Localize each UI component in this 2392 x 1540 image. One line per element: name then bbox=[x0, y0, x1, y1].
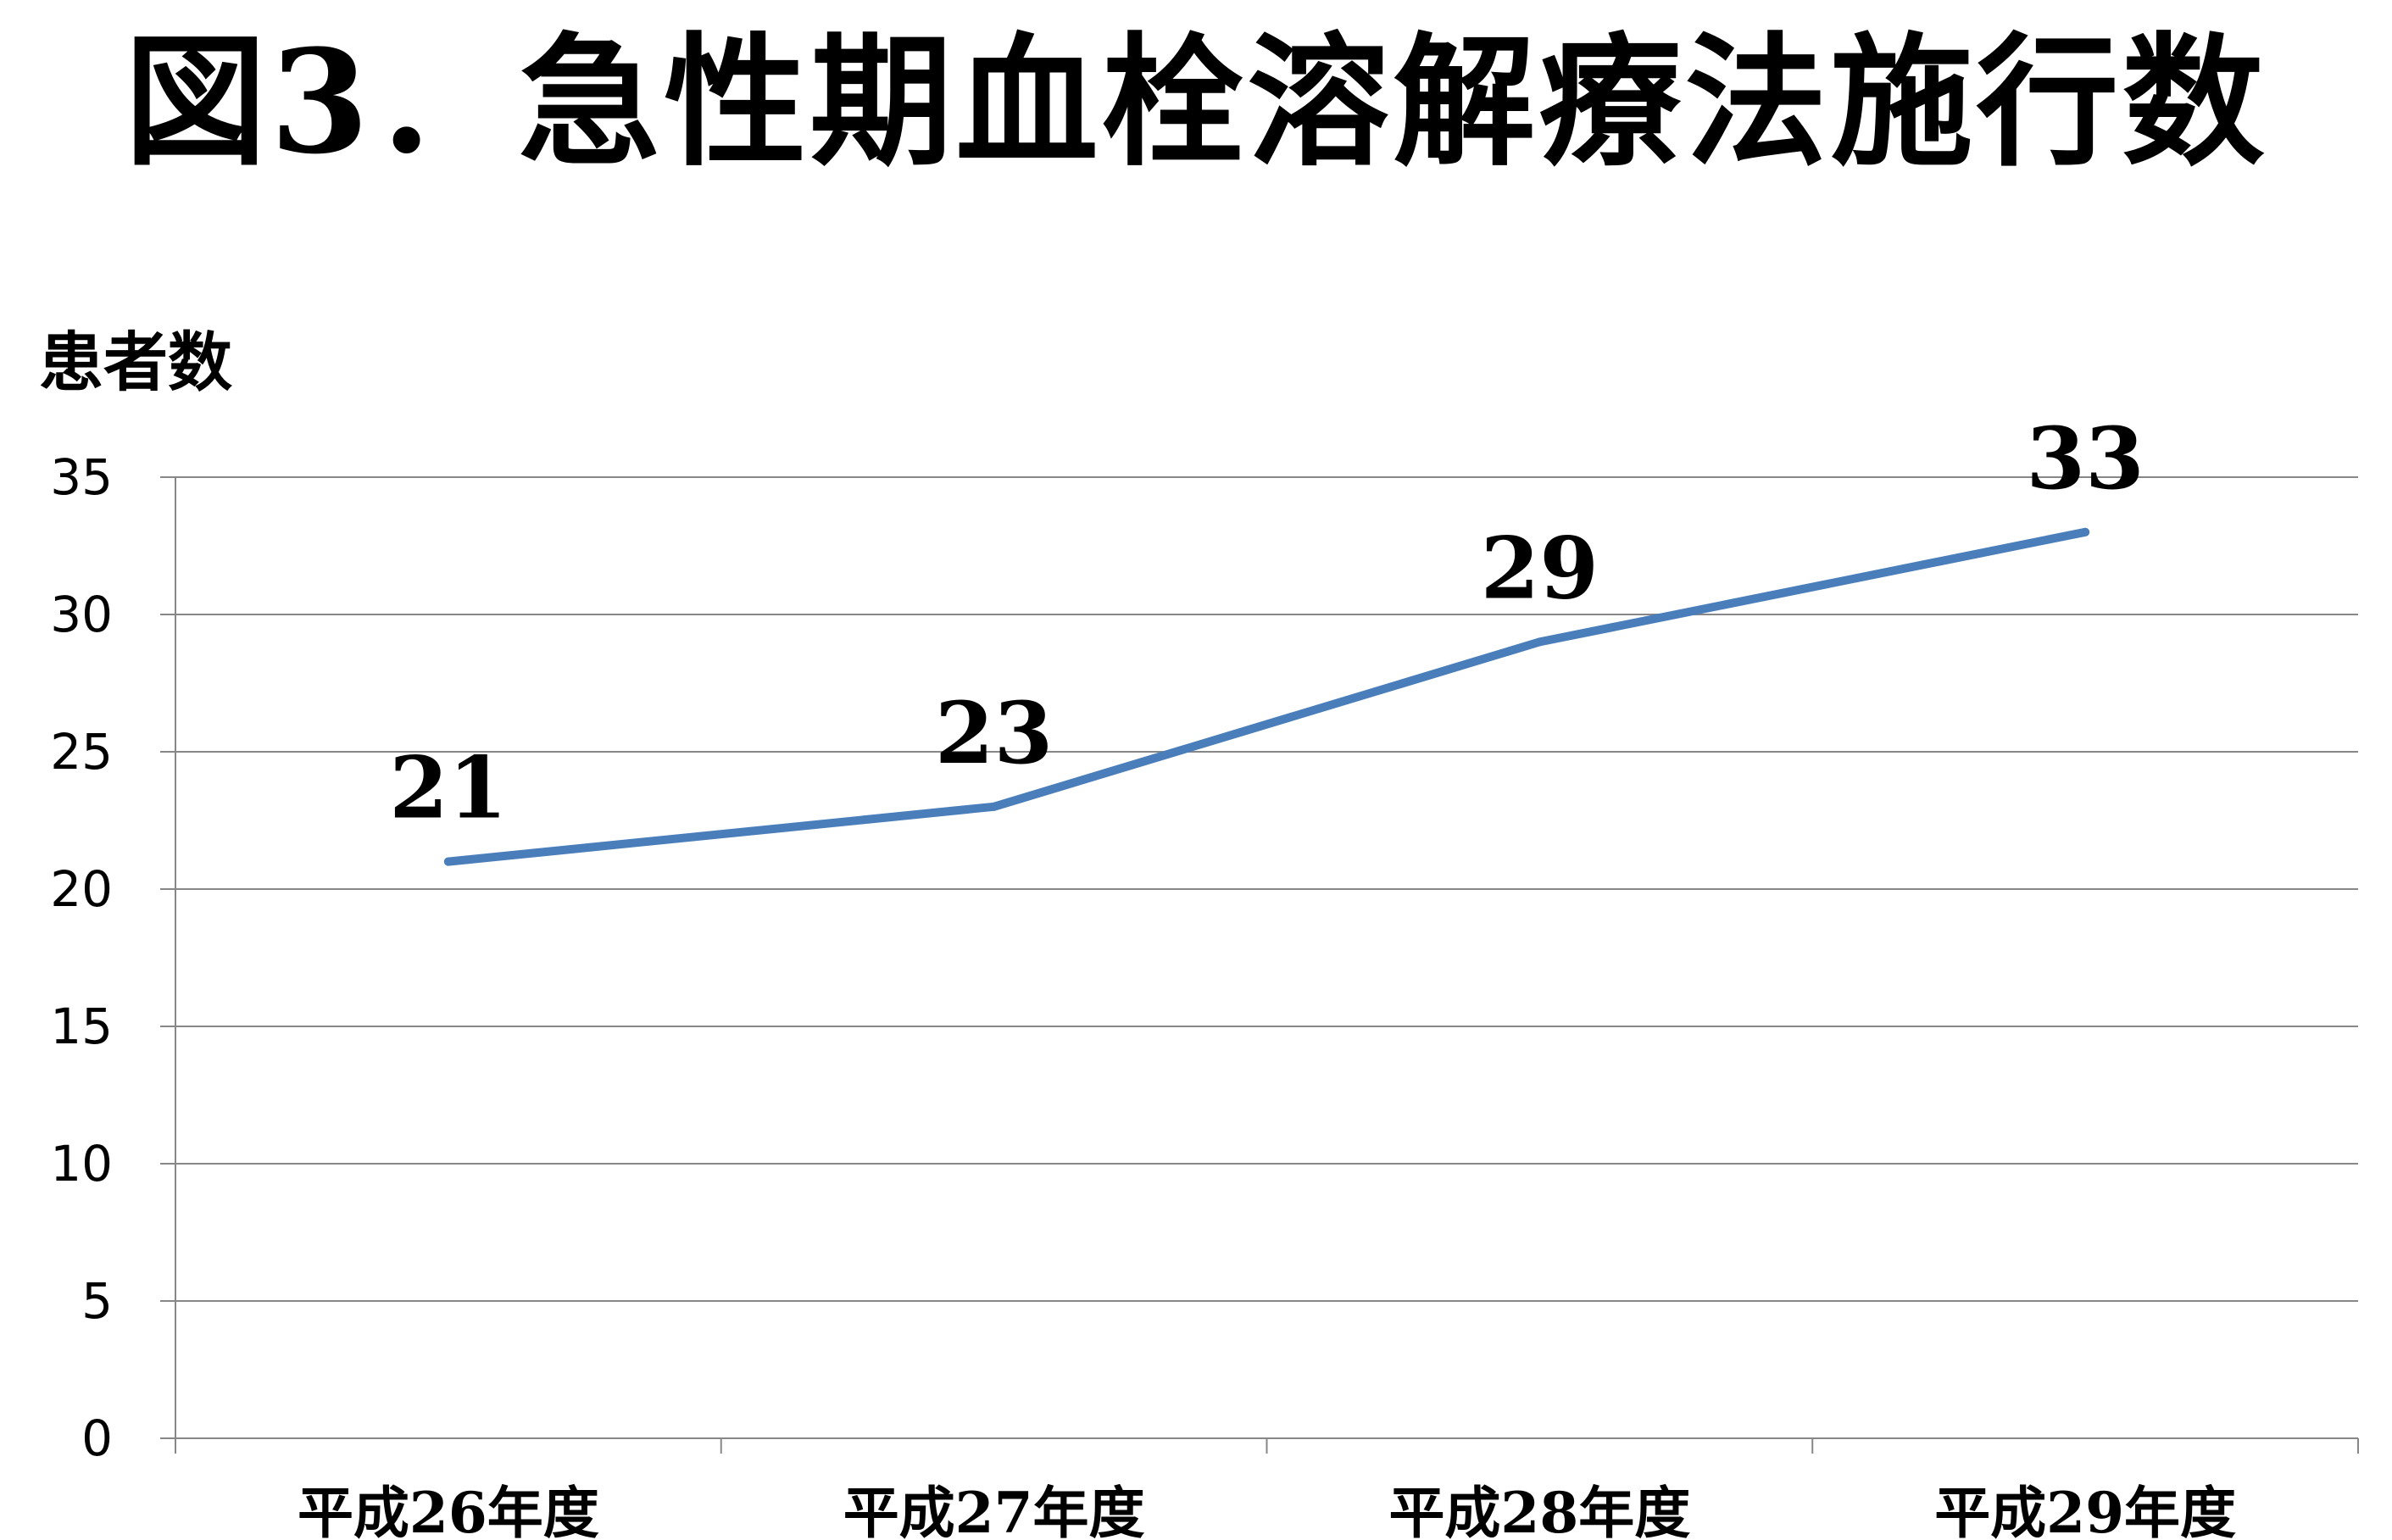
x-tick-label: 平成27年度 bbox=[843, 1480, 1145, 1540]
data-point bbox=[443, 857, 453, 866]
x-tick-label: 平成28年度 bbox=[1388, 1480, 1690, 1540]
data-point bbox=[2081, 527, 2090, 536]
data-label: 33 bbox=[2027, 409, 2144, 509]
y-tick-label: 0 bbox=[81, 1409, 113, 1467]
y-tick-label: 35 bbox=[50, 448, 113, 506]
y-tick-label: 10 bbox=[50, 1135, 113, 1193]
data-point bbox=[1535, 637, 1544, 647]
data-labels: 21 23 29 33 bbox=[389, 409, 2144, 838]
x-tick-label: 平成26年度 bbox=[298, 1480, 599, 1540]
y-axis-label: 患者数 bbox=[39, 325, 232, 400]
data-point bbox=[989, 802, 999, 811]
data-label: 23 bbox=[935, 683, 1053, 783]
data-label: 21 bbox=[389, 738, 507, 838]
chart-title: 図3．急性期血栓溶解療法施行数 bbox=[124, 18, 2268, 186]
y-tick-label: 20 bbox=[50, 860, 113, 918]
x-tick-labels: 平成26年度 平成27年度 平成28年度 平成29年度 bbox=[298, 1480, 2236, 1540]
x-tick-label: 平成29年度 bbox=[1934, 1480, 2236, 1540]
series-line bbox=[443, 527, 2090, 866]
series bbox=[443, 527, 2090, 866]
gridlines bbox=[175, 476, 2358, 1302]
data-label: 29 bbox=[1481, 518, 1599, 618]
axes bbox=[160, 476, 2359, 1454]
y-tick-label: 30 bbox=[50, 586, 113, 643]
y-tick-label: 25 bbox=[50, 723, 113, 781]
y-tick-label: 5 bbox=[81, 1272, 113, 1330]
y-tick-labels: 0 5 10 15 20 25 30 35 bbox=[50, 448, 113, 1467]
y-tick-label: 15 bbox=[50, 998, 113, 1055]
